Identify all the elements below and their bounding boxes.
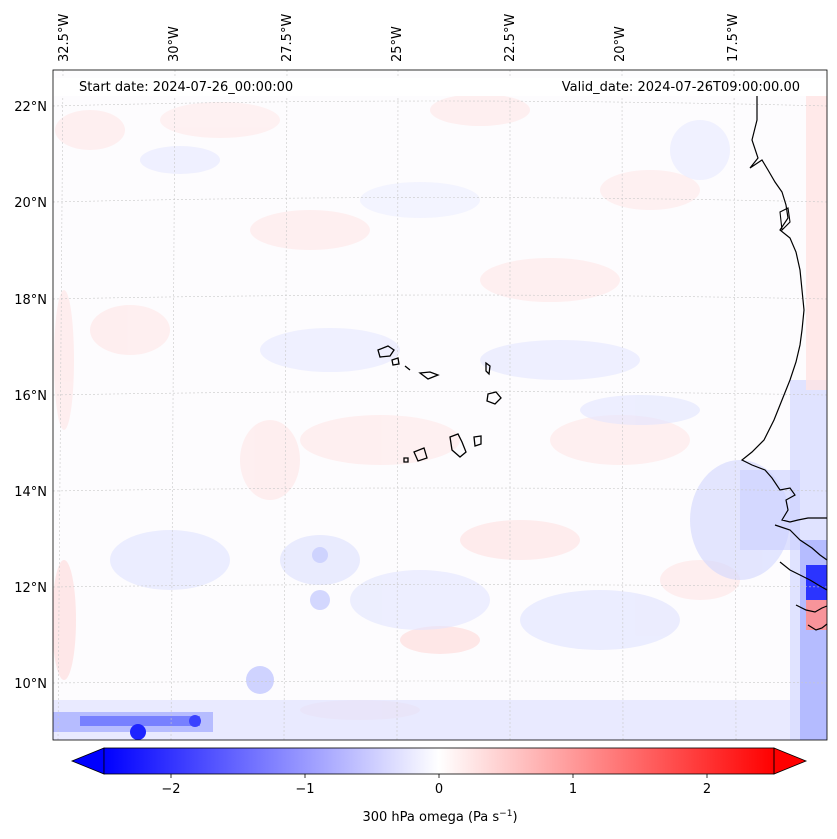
coastline-gambia [774, 524, 828, 561]
map-frame [52, 69, 828, 741]
africa-coastline [740, 95, 827, 523]
header-band [53, 78, 827, 96]
lon-label-32.5w: 32.5°W [57, 14, 72, 62]
colorbar-tick-2: 2 [703, 782, 711, 797]
island-boa-vista [486, 391, 502, 405]
island-maio [473, 435, 482, 447]
island-sao-nicolau [418, 371, 440, 380]
coastline-guinea-bissau [779, 561, 828, 591]
map-panel: Start date: 2024-07-26_00:00:00 Valid_da… [52, 69, 828, 741]
lat-label-12n: 12°N [14, 581, 47, 596]
longitude-axis: 32.5°W 30°W 27.5°W 25°W 22.5°W 20°W 17.5… [57, 14, 741, 62]
island-fogo [413, 447, 428, 462]
latitude-axis: 22°N 20°N 18°N 16°N 14°N 12°N 10°N [14, 100, 47, 692]
island-sao-vicente [391, 357, 400, 366]
lon-label-27.5w: 27.5°W [280, 14, 295, 62]
lon-label-17.5w: 17.5°W [726, 14, 741, 62]
lat-label-10n: 10°N [14, 677, 47, 692]
lat-label-14n: 14°N [14, 485, 47, 500]
valid-date-label: Valid_date: 2024-07-26T09:00:00.00 [562, 80, 800, 95]
island-brava [403, 457, 409, 463]
colorbar-ticks [170, 774, 708, 778]
lon-label-22.5w: 22.5°W [503, 14, 518, 62]
lon-label-30w: 30°W [167, 26, 182, 62]
lat-label-20n: 20°N [14, 196, 47, 211]
omega-field [53, 90, 827, 740]
island-santiago [449, 433, 467, 458]
cape-verde-islands [377, 345, 502, 463]
island-sal [485, 361, 491, 376]
lat-label-18n: 18°N [14, 293, 47, 308]
colorbar-tick-0: 0 [435, 782, 443, 797]
coastline-south [807, 623, 828, 631]
lat-label-16n: 16°N [14, 389, 47, 404]
lon-label-20w: 20°W [613, 26, 628, 62]
lon-label-25w: 25°W [390, 26, 405, 62]
colorbar-min-extend [70, 747, 105, 775]
coastline-bijagos [795, 604, 828, 613]
colorbar-tick-neg1: −1 [295, 782, 314, 797]
island-santo-antao [377, 345, 395, 358]
colorbar-tick-neg2: −2 [161, 782, 180, 797]
coast-inlet [779, 207, 791, 232]
colorbar-max-extend [773, 747, 808, 775]
lat-label-22n: 22°N [14, 100, 47, 115]
colorbar-tick-1: 1 [569, 782, 577, 797]
colorbar: −2 −1 0 1 2 300 hPa omega (Pa s−1) [70, 747, 808, 825]
island-santa-luzia [404, 365, 411, 371]
colorbar-gradient [104, 748, 774, 774]
colorbar-label: 300 hPa omega (Pa s−1) [362, 809, 517, 825]
start-date-label: Start date: 2024-07-26_00:00:00 [79, 80, 293, 95]
